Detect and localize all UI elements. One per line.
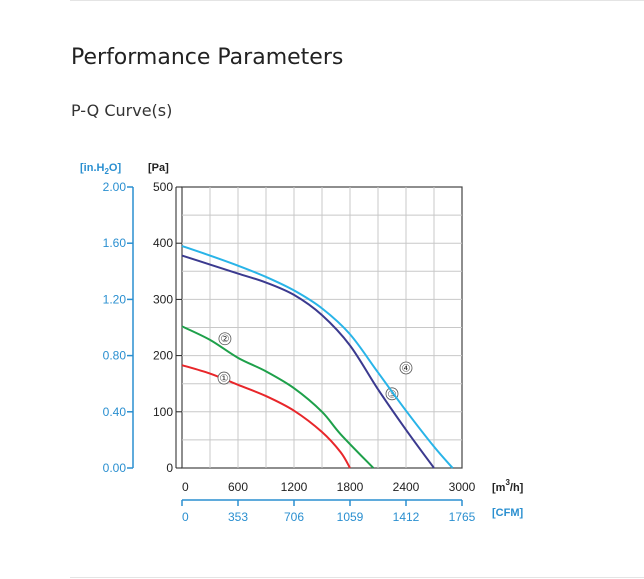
y-tick-label-pa: 100 [153, 405, 173, 419]
y-tick-label-inh2o: 2.00 [103, 180, 127, 194]
chart-axes [127, 186, 463, 506]
page-title: Performance Parameters [71, 45, 344, 70]
y-tick-label-pa: 400 [153, 236, 173, 250]
x-unit-m3h-sup: 3 [505, 478, 510, 487]
chart-labels: 0 0.00 100 0.40 200 0.80 300 1.20 400 1.60 500 2.00… [103, 180, 476, 524]
y-tick-label-pa: 0 [166, 461, 173, 475]
y-tick-label-inh2o: 1.20 [103, 292, 127, 306]
series-label-1: ① [220, 374, 229, 385]
y-tick-label-pa: 200 [153, 349, 173, 363]
y-tick-label-inh2o: 0.00 [103, 461, 127, 475]
x-tick-label-m3h: 1800 [337, 480, 364, 494]
y-tick-label-pa: 300 [153, 292, 173, 306]
series-marker-4 [399, 361, 413, 375]
series-label-3: ③ [388, 389, 397, 400]
x-tick-label-cfm: 1059 [337, 510, 364, 524]
x-axis-unit-cfm: [CFM] [492, 507, 523, 519]
series-label-4: ④ [402, 363, 411, 374]
y-tick-label-pa: 500 [153, 180, 173, 194]
series-line-1 [181, 364, 351, 469]
y-tick-label-inh2o: 1.60 [103, 236, 127, 250]
x-tick-label-cfm: 353 [228, 510, 248, 524]
y-unit-inh2o-sub: 2 [104, 167, 109, 176]
x-unit-m3h-base: [m [492, 482, 506, 494]
x-tick-label-cfm: 0 [182, 510, 189, 524]
series-line-3 [181, 254, 435, 469]
x-tick-label-m3h: 600 [228, 480, 248, 494]
series-marker-1 [217, 371, 231, 385]
y-axis-unit-inh2o: [in.H2O] [80, 162, 121, 176]
chart-curves: ① ② ③ ④ [181, 245, 454, 469]
top-divider [70, 0, 644, 1]
series-marker-2 [218, 332, 232, 346]
x-tick-label-cfm: 706 [284, 510, 304, 524]
y-unit-inh2o-base: [in.H [80, 162, 104, 174]
x-tick-label-m3h: 3000 [449, 480, 476, 494]
x-tick-label-m3h: 1200 [281, 480, 308, 494]
x-tick-label-cfm: 1412 [393, 510, 420, 524]
section-subtitle: P-Q Curve(s) [71, 101, 173, 120]
x-axis-unit-m3h: [m3/h] [492, 478, 524, 494]
bottom-divider [70, 577, 644, 578]
y-tick-label-inh2o: 0.40 [103, 405, 127, 419]
x-unit-m3h-tail: /h] [510, 482, 524, 494]
series-line-4 [181, 245, 454, 469]
y-tick-label-inh2o: 0.80 [103, 349, 127, 363]
chart-grid [181, 186, 463, 469]
y-axis-unit-pa: [Pa] [148, 162, 169, 174]
series-line-2 [181, 325, 375, 469]
x-tick-label-m3h: 2400 [393, 480, 420, 494]
y-unit-inh2o-tail: O] [109, 162, 122, 174]
series-label-2: ② [220, 334, 229, 345]
x-tick-label-m3h: 0 [182, 480, 189, 494]
x-tick-label-cfm: 1765 [449, 510, 476, 524]
